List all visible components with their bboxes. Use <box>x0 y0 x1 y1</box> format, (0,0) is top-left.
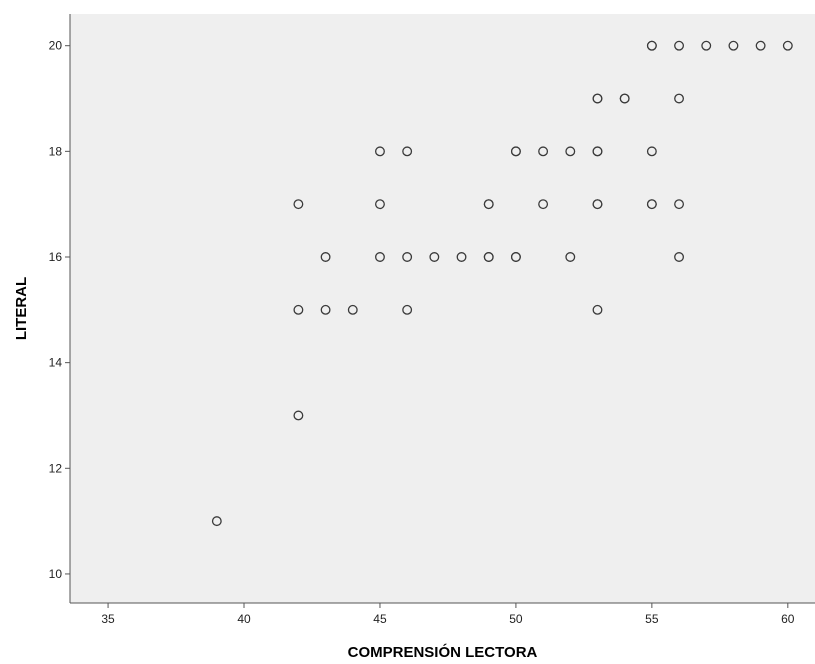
data-point <box>674 93 685 104</box>
data-point <box>456 252 467 262</box>
data-point <box>320 252 331 262</box>
data-point <box>592 146 603 157</box>
data-point <box>728 40 739 51</box>
x-tick-label: 50 <box>509 612 523 626</box>
data-point <box>565 146 576 157</box>
x-tick-label: 55 <box>645 612 659 626</box>
data-point <box>646 146 657 157</box>
data-point <box>674 199 685 210</box>
data-point <box>592 93 603 104</box>
data-point <box>293 199 304 210</box>
data-point <box>510 146 521 157</box>
y-tick-label: 14 <box>49 356 63 370</box>
data-point <box>402 304 413 315</box>
data-point <box>347 304 358 315</box>
y-axis-title: LITERAL <box>13 277 30 340</box>
data-point <box>375 199 385 210</box>
data-point <box>402 146 413 157</box>
y-tick-label: 16 <box>49 250 63 264</box>
y-tick-label: 20 <box>49 39 63 53</box>
data-point <box>375 252 385 262</box>
data-point <box>483 199 494 210</box>
data-point <box>592 199 603 210</box>
data-point <box>538 146 549 157</box>
data-point <box>510 252 521 262</box>
plot-area <box>70 14 815 603</box>
data-point <box>211 516 222 527</box>
data-point <box>429 252 440 262</box>
data-point <box>674 40 685 51</box>
x-axis: 35 40 45 50 55 60 <box>70 602 815 626</box>
data-point <box>619 93 630 104</box>
data-point <box>592 304 603 315</box>
data-point <box>483 252 494 262</box>
x-tick-label: 35 <box>101 612 115 626</box>
data-point <box>674 252 685 262</box>
y-axis: 10 12 14 16 18 20 <box>49 14 71 603</box>
data-point <box>402 252 413 262</box>
y-tick-label: 12 <box>49 461 63 475</box>
data-points <box>211 40 793 527</box>
data-point <box>646 40 657 51</box>
x-tick-label: 60 <box>781 612 795 626</box>
data-point <box>755 40 766 51</box>
x-axis-title: COMPRENSIÓN LECTORA <box>348 643 538 661</box>
data-point <box>375 146 385 157</box>
data-point <box>293 304 304 315</box>
data-point <box>293 410 304 421</box>
y-tick-label: 10 <box>49 567 63 581</box>
data-point <box>782 40 793 51</box>
data-point <box>646 199 657 210</box>
x-tick-label: 40 <box>237 612 251 626</box>
data-point <box>565 252 576 262</box>
data-point <box>701 40 712 51</box>
x-tick-label: 45 <box>373 612 387 626</box>
data-point <box>538 199 549 210</box>
data-point <box>320 304 331 315</box>
y-tick-label: 18 <box>49 144 63 158</box>
